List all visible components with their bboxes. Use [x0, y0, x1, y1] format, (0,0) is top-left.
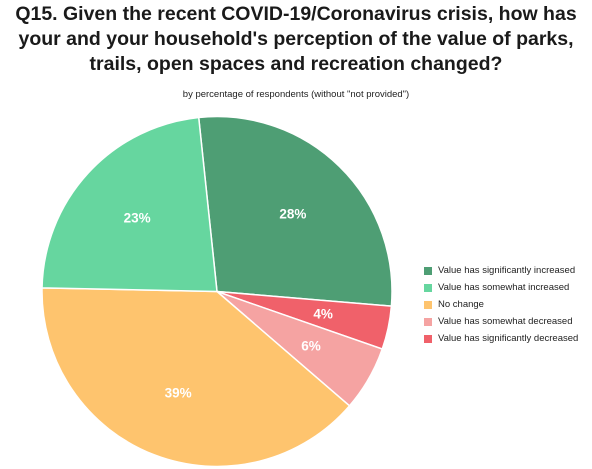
- legend-swatch: [424, 334, 432, 343]
- legend-label: No change: [438, 299, 484, 310]
- slice-data-label: 4%: [313, 307, 333, 322]
- chart-title-line-1: Q15. Given the recent COVID-19/Coronavir…: [15, 3, 577, 25]
- legend-item-no-change: No change: [424, 296, 578, 313]
- legend-item-somewhat-decreased: Value has somewhat decreased: [424, 313, 578, 330]
- legend-label: Value has significantly increased: [438, 265, 576, 276]
- legend-swatch: [424, 317, 432, 326]
- chart-subtitle: by percentage of respondents (without "n…: [182, 89, 410, 100]
- chart-title: Q15. Given the recent COVID-19/Coronavir…: [0, 2, 592, 77]
- legend: Value has significantly increased Value …: [424, 262, 578, 347]
- legend-label: Value has significantly decreased: [438, 333, 579, 344]
- slice-data-label: 23%: [124, 211, 151, 226]
- legend-label: Value has somewhat increased: [438, 282, 570, 293]
- slice-data-label: 6%: [301, 338, 321, 353]
- pie-slice-no-change: [41, 287, 351, 468]
- legend-label: Value has somewhat decreased: [438, 316, 573, 327]
- chart-title-line-2: your and your household's perception of …: [18, 28, 574, 50]
- legend-swatch: [424, 266, 432, 275]
- legend-swatch: [424, 283, 432, 292]
- pie-slice-value-has-significantly-increased: [197, 115, 393, 307]
- legend-swatch: [424, 300, 432, 309]
- slice-data-label: 28%: [279, 207, 306, 222]
- legend-item-somewhat-increased: Value has somewhat increased: [424, 279, 578, 296]
- legend-item-significantly-increased: Value has significantly increased: [424, 262, 578, 279]
- slice-data-label: 39%: [165, 385, 192, 400]
- chart-title-line-3: trails, open spaces and recreation chang…: [89, 53, 503, 75]
- pie-slice-value-has-somewhat-increased: [41, 116, 218, 293]
- legend-item-significantly-decreased: Value has significantly decreased: [424, 330, 578, 347]
